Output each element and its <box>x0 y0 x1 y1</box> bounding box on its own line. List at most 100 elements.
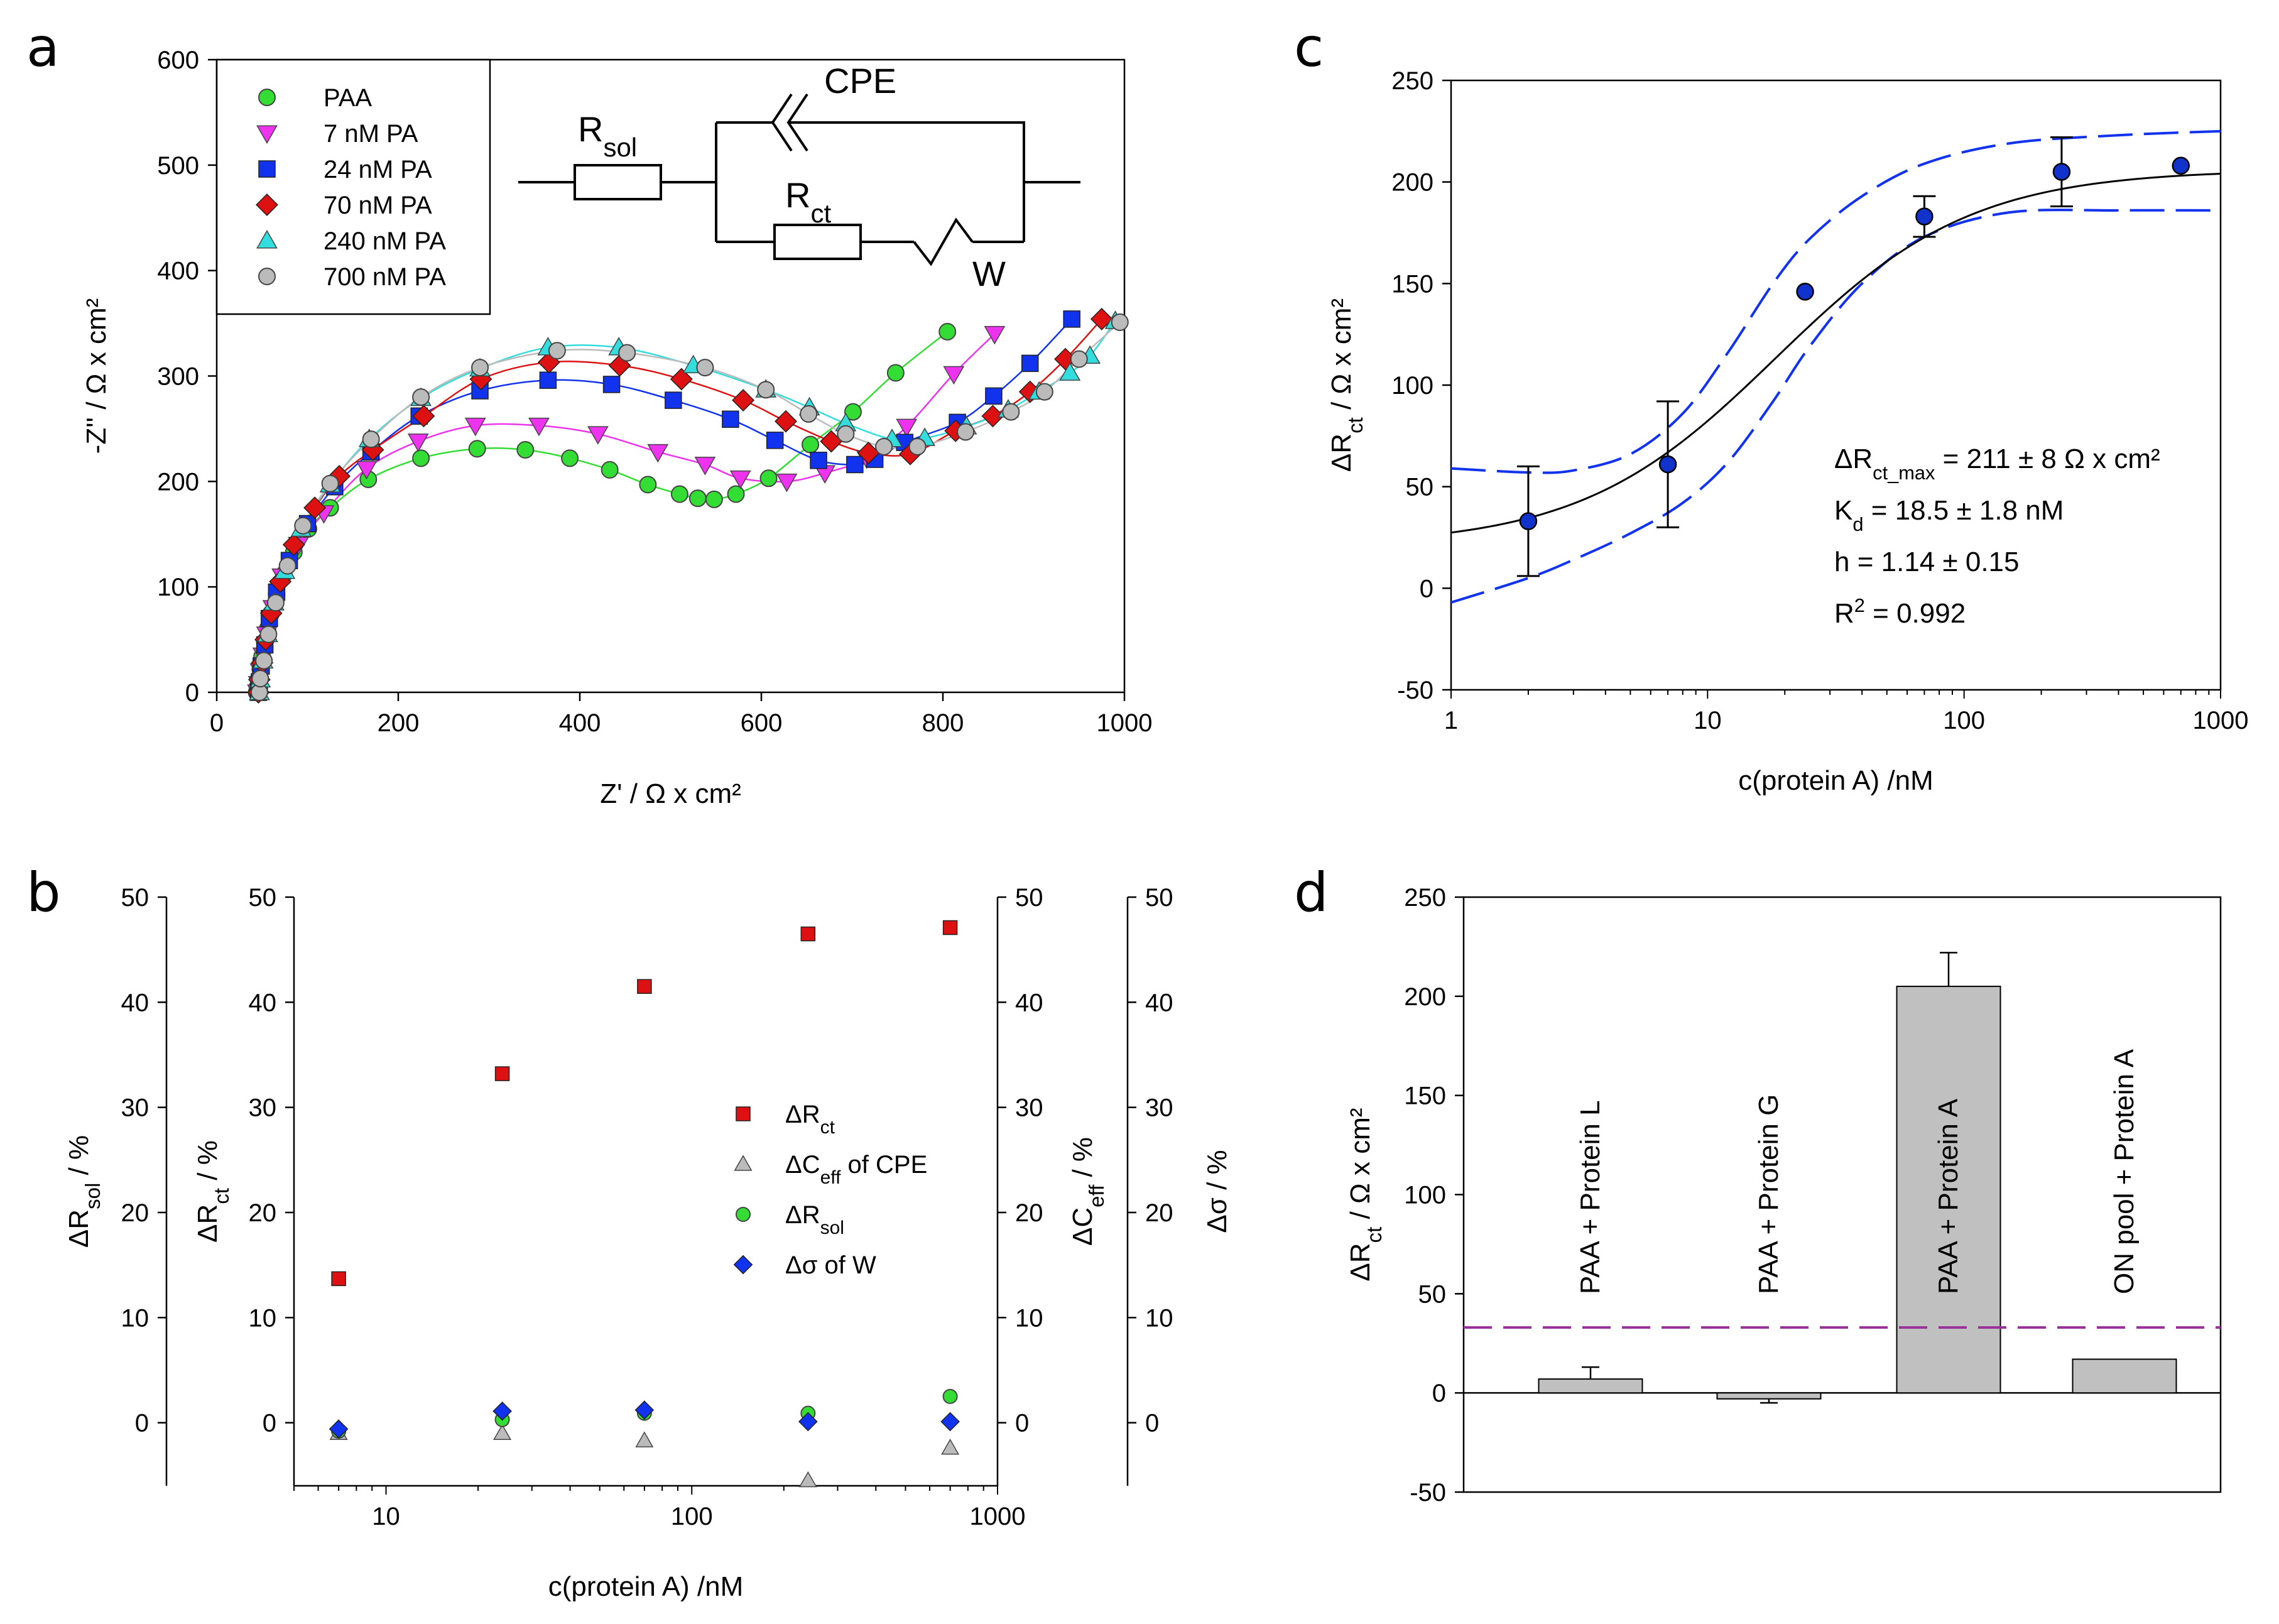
data-point-a <box>766 432 784 449</box>
data-point-a <box>810 452 827 469</box>
warburg-element <box>913 217 974 266</box>
data-point-c <box>2052 163 2071 181</box>
y-axis-label-c: ΔRct / Ω x cm² <box>1326 298 1367 472</box>
y-tick-label-b: 50 <box>1145 884 1173 912</box>
legend-marker-b <box>734 1155 753 1171</box>
data-point-a <box>282 533 305 556</box>
fit-curve-c <box>1450 173 2221 534</box>
y-tick-label-b: 30 <box>249 1094 277 1122</box>
annotation-main: R <box>1834 598 1854 629</box>
y-tick-label-d: 100 <box>1404 1182 1446 1209</box>
data-point-a <box>775 410 797 433</box>
x-axis-label-a: Z' / Ω x cm² <box>600 778 741 809</box>
data-point-a <box>321 474 339 493</box>
rct-label: Rct <box>785 175 831 228</box>
legend-label-a: 7 nM PA <box>324 120 418 148</box>
data-point-c <box>1658 455 1677 474</box>
data-point-a <box>729 470 751 489</box>
x-tick-label-a: 400 <box>559 709 601 737</box>
x-tick-label-c: 1 <box>1444 707 1458 734</box>
chart-d: -50 0 50 100 150 200 250 ΔRct / Ω x cm² PAA + Pr… <box>1345 884 2222 1507</box>
y-tick-label-b: 0 <box>1015 1410 1029 1437</box>
confidence-band-lower <box>1450 209 2221 604</box>
data-point-b <box>800 926 816 942</box>
data-point-a <box>688 489 707 508</box>
data-point-b <box>493 1424 512 1440</box>
data-point-a <box>602 376 621 393</box>
y-tick-label-b: 50 <box>121 884 150 912</box>
annotation-value: = 0.992 <box>1865 598 1966 629</box>
legend-label-a: 240 nM PA <box>324 227 446 255</box>
y-axis-label-d-main: ΔR <box>1345 1243 1376 1281</box>
data-point-a <box>875 437 893 455</box>
legend-label-b: ΔRct <box>785 1101 835 1138</box>
y-tick-label-b: 30 <box>1015 1094 1043 1122</box>
data-point-a <box>1111 313 1129 331</box>
y-axis-label-c-sub: ct <box>1344 417 1367 433</box>
y-axis-label-rsol-sub: sol <box>81 1183 104 1209</box>
y-axis-label-rct-sub: ct <box>210 1188 233 1204</box>
fit-annotation: Kd = 18.5 ± 1.8 nM <box>1834 495 2064 535</box>
data-point-a <box>1021 354 1039 373</box>
data-point-a <box>1063 310 1080 328</box>
y-tick-label-b: 0 <box>135 1410 149 1437</box>
y-tick-label-d: 200 <box>1404 983 1446 1011</box>
data-point-a <box>857 442 880 464</box>
y-axis-label-sigma-main: Δσ <box>1202 1197 1232 1233</box>
annotation-sup: 2 <box>1854 594 1865 616</box>
data-point-a <box>670 485 688 503</box>
data-point-a <box>639 476 657 494</box>
fit-annotation: R2 = 0.992 <box>1834 594 1966 629</box>
category-label-d: PAA + Protein G <box>1753 1094 1784 1294</box>
confidence-band-upper <box>1450 129 2221 474</box>
y-tick-label-a: 200 <box>157 468 199 496</box>
data-point-a <box>943 366 965 385</box>
cpe-label: CPE <box>824 61 896 101</box>
y-tick-label-c: 250 <box>1391 67 1433 95</box>
data-point-a <box>278 557 296 575</box>
bar-d <box>2072 1358 2177 1394</box>
legend-name-b: ΔR <box>785 1201 820 1229</box>
category-label-d: PAA + Protein A <box>1933 1098 1964 1294</box>
y-axis-label-rsol-tail: / % <box>63 1135 94 1183</box>
annotation-main: h <box>1834 547 1849 577</box>
y-tick-label-b: 40 <box>1145 989 1173 1016</box>
data-point-a <box>984 325 1006 345</box>
x-tick-label-a: 800 <box>922 709 964 737</box>
data-point-a <box>722 410 739 428</box>
data-point-c <box>1915 207 1934 226</box>
x-axis-label-c: c(protein A) /nM <box>1738 765 1934 796</box>
data-point-a <box>665 391 682 409</box>
data-point-b <box>331 1271 346 1287</box>
y-axis-label-rct: ΔRct / % <box>192 1140 233 1243</box>
data-point-a <box>266 594 285 612</box>
y-tick-label-a: 0 <box>185 679 199 707</box>
rsol-sub: sol <box>603 133 637 162</box>
data-point-a <box>694 457 716 476</box>
data-point-a <box>362 430 380 449</box>
data-point-a <box>471 359 489 377</box>
rct-sub: ct <box>810 199 831 228</box>
chart-b: 0 10 20 30 40 50 0 10 20 30 40 50 0 10 20 30 40 50 0 10 20 30… <box>63 884 1232 1602</box>
rsol-label: Rsol <box>578 109 637 162</box>
legend-sub-b: eff <box>820 1167 841 1188</box>
data-point-a <box>896 418 918 438</box>
y-tick-label-b: 0 <box>1145 1410 1159 1437</box>
y-tick-label-a: 400 <box>157 258 199 285</box>
data-point-b <box>329 1419 349 1439</box>
y-axis-label-a: -Z'' / Ω x cm² <box>81 298 112 454</box>
data-point-a <box>938 323 957 341</box>
data-point-b <box>637 979 652 994</box>
data-point-a <box>802 435 820 454</box>
data-point-b <box>942 1388 958 1404</box>
cpe-element <box>771 93 793 152</box>
x-tick-label-c: 10 <box>1694 707 1722 734</box>
legend-marker-a <box>258 160 276 178</box>
y-tick-label-b: 20 <box>1015 1199 1043 1227</box>
legend-name-b: ΔR <box>785 1101 820 1128</box>
y-axis-label-d-tail: / Ω x cm² <box>1345 1108 1376 1226</box>
y-axis-label-ceff: ΔCeff / % <box>1067 1137 1108 1246</box>
data-point-a <box>407 433 429 452</box>
chart-c: -50 0 50 100 150 200 250 1 10 100 1000 c(protein A)… <box>1326 67 2248 796</box>
y-tick-label-b: 40 <box>1015 989 1043 1016</box>
